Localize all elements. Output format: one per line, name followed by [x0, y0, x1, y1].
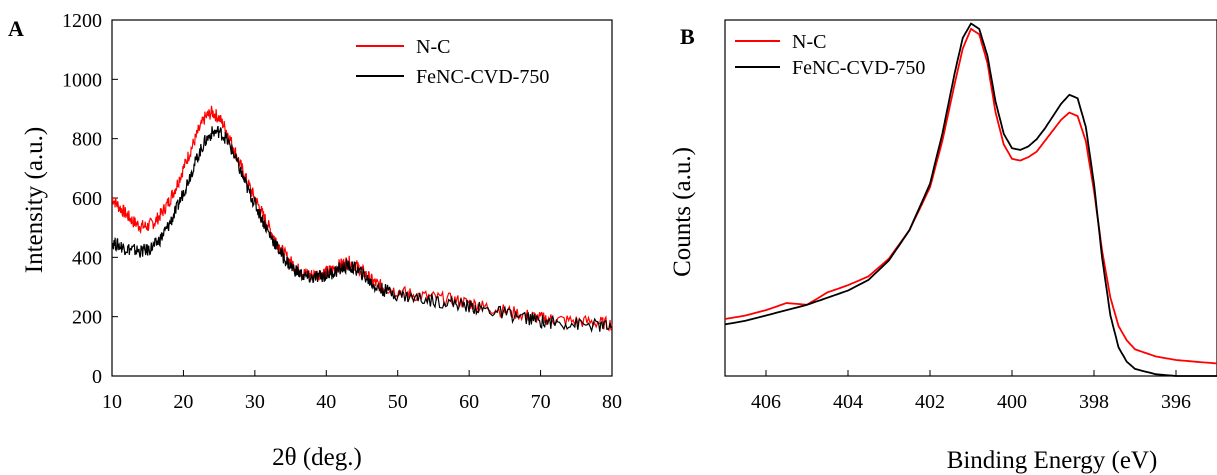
legend-label-fenc: FeNC-CVD-750: [416, 66, 549, 88]
x-tick-label: 40: [316, 391, 336, 413]
panel-b-label: B: [680, 24, 695, 49]
x-tick-label: 80: [602, 391, 622, 413]
y-tick-label: 600: [72, 188, 102, 210]
panel-a-label: A: [8, 16, 24, 41]
y-tick-label: 400: [72, 247, 102, 269]
x-tick-label: 30: [245, 391, 265, 413]
y-tick-label: 0: [92, 366, 102, 388]
legend-label-nc: N-C: [792, 31, 826, 53]
y-tick-label: 1000: [62, 69, 102, 91]
legend-label-fenc: FeNC-CVD-750: [792, 57, 925, 79]
series-line-fenc-cvd-750: [111, 125, 613, 333]
x-tick-label: 396: [1161, 391, 1191, 413]
x-tick-label: 398: [1079, 391, 1109, 413]
x-tick-label: 60: [459, 391, 479, 413]
panel-b-legend: N-C FeNC-CVD-750: [735, 31, 925, 79]
x-tick-label: 50: [388, 391, 408, 413]
series-line-fenc-cvd-750: [724, 22, 1217, 377]
panel-a-xlabel: 2θ (deg.): [272, 444, 362, 471]
x-tick-label: 70: [531, 391, 551, 413]
panel-a-legend: N-C FeNC-CVD-750: [356, 36, 549, 88]
panel-b: B Counts (a.u.) Binding Energy (eV) 406 4…: [669, 19, 1217, 474]
y-tick-label: 1200: [62, 10, 102, 32]
x-tick-label: 400: [997, 391, 1027, 413]
series-line-n-c: [724, 27, 1217, 365]
x-tick-label: 404: [833, 391, 863, 413]
panel-b-ticks: 406 404 402 400 398 396: [751, 370, 1191, 413]
legend-label-nc: N-C: [416, 36, 450, 58]
panel-a-ylabel: Intensity (a.u.): [21, 127, 48, 273]
panel-b-xlabel: Binding Energy (eV): [947, 447, 1158, 474]
y-tick-label: 800: [72, 129, 102, 151]
panel-a-series: [111, 105, 613, 333]
series-line-n-c: [111, 105, 613, 332]
y-tick-label: 200: [72, 307, 102, 329]
panel-b-plot-frame: [724, 19, 1217, 377]
panel-b-ylabel: Counts (a.u.): [669, 147, 696, 277]
x-tick-label: 10: [102, 391, 122, 413]
x-tick-label: 402: [915, 391, 945, 413]
x-tick-label: 20: [173, 391, 193, 413]
panel-a: A Intensity (a.u.) 2θ (deg.) 10 20 30 40 50 6…: [8, 10, 622, 471]
x-tick-label: 406: [751, 391, 781, 413]
panel-b-series: [724, 22, 1217, 377]
